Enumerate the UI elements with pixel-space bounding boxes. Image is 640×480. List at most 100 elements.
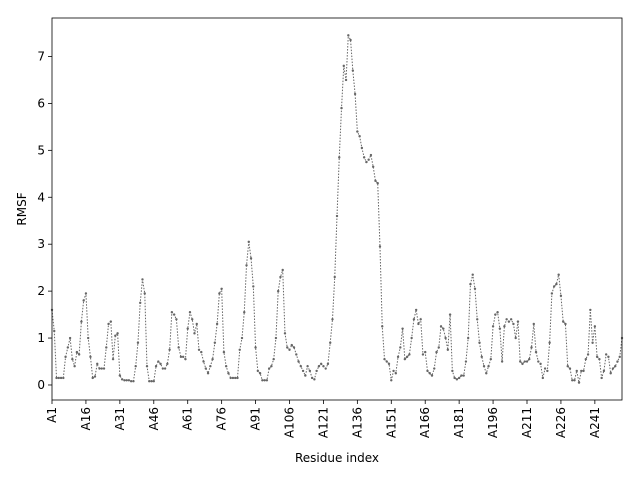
data-point	[202, 360, 205, 363]
data-point	[604, 353, 608, 356]
data-point	[512, 322, 515, 326]
data-point	[218, 292, 221, 295]
y-tick-label: 1	[37, 331, 45, 345]
data-point	[537, 360, 540, 363]
data-point	[184, 357, 187, 361]
data-point	[448, 313, 452, 316]
x-tick-label: A226	[554, 407, 568, 438]
data-point	[559, 294, 563, 298]
data-point	[347, 34, 350, 37]
data-point	[136, 341, 140, 344]
data-point	[362, 156, 366, 159]
data-point	[297, 360, 300, 363]
data-point	[267, 367, 271, 370]
data-point	[466, 336, 470, 340]
data-point	[57, 376, 60, 380]
data-point	[197, 348, 201, 351]
y-tick-label: 4	[37, 190, 45, 204]
data-point	[125, 379, 128, 382]
y-tick-label: 3	[37, 237, 45, 251]
data-point	[383, 357, 386, 361]
data-point	[91, 376, 94, 380]
x-tick-label: A16	[79, 407, 93, 430]
x-tick-label: A166	[418, 407, 432, 438]
data-point	[618, 355, 621, 359]
data-point	[227, 372, 230, 375]
data-point	[295, 353, 298, 356]
data-point	[141, 278, 144, 281]
series-line	[51, 35, 623, 383]
data-point	[503, 325, 506, 328]
data-point	[181, 355, 185, 359]
data-point	[209, 365, 212, 368]
data-point	[519, 360, 522, 363]
data-point	[204, 367, 208, 370]
data-point	[523, 360, 526, 363]
data-point	[349, 38, 352, 42]
data-point	[430, 374, 434, 377]
data-point	[561, 320, 565, 323]
data-point	[539, 362, 542, 366]
data-point	[129, 380, 133, 383]
data-point	[290, 343, 293, 347]
data-point	[399, 346, 402, 349]
x-tick-label: A121	[316, 407, 330, 438]
data-point	[528, 357, 531, 361]
data-point	[340, 106, 343, 110]
data-point	[222, 350, 226, 354]
data-point	[299, 365, 303, 368]
data-point	[272, 357, 275, 361]
data-point	[489, 357, 493, 361]
x-tick-label: A211	[520, 407, 534, 438]
data-point	[564, 322, 567, 326]
data-point	[270, 365, 273, 368]
data-point	[464, 360, 468, 363]
data-point	[367, 158, 370, 161]
data-point	[109, 320, 113, 323]
data-point	[252, 285, 255, 288]
data-point	[595, 355, 599, 359]
y-axis-label: RMSF	[15, 192, 29, 225]
data-point	[231, 376, 235, 380]
data-point	[505, 318, 508, 321]
data-point	[417, 322, 420, 326]
data-point	[439, 325, 443, 328]
data-point	[274, 336, 278, 340]
data-point	[568, 367, 572, 370]
data-point	[276, 289, 280, 293]
data-point	[114, 334, 117, 337]
data-point	[566, 365, 569, 368]
data-point	[68, 336, 72, 340]
data-point	[249, 257, 253, 260]
data-point	[89, 355, 92, 359]
data-point	[163, 367, 167, 370]
data-point	[571, 379, 574, 382]
data-point	[360, 146, 364, 150]
data-point	[491, 325, 495, 328]
data-point	[105, 346, 108, 349]
data-point	[139, 301, 142, 305]
data-point	[98, 367, 101, 370]
data-point	[335, 214, 339, 218]
x-axis-label: Residue index	[295, 451, 379, 465]
data-point	[424, 350, 427, 354]
data-point	[326, 362, 330, 366]
data-point	[387, 362, 391, 366]
data-point	[229, 376, 232, 380]
data-point	[414, 308, 418, 312]
data-point	[509, 318, 513, 321]
data-point	[530, 346, 533, 349]
y-tick-label: 5	[37, 143, 45, 157]
data-point	[317, 365, 321, 368]
data-point	[313, 378, 316, 381]
data-point	[247, 240, 250, 244]
data-point	[168, 348, 171, 351]
data-point	[159, 362, 162, 366]
data-point	[552, 285, 556, 288]
data-point	[358, 135, 361, 138]
data-point	[487, 365, 490, 368]
data-point	[342, 64, 345, 68]
data-point	[179, 355, 183, 359]
data-point	[534, 350, 538, 354]
data-point	[236, 376, 239, 380]
